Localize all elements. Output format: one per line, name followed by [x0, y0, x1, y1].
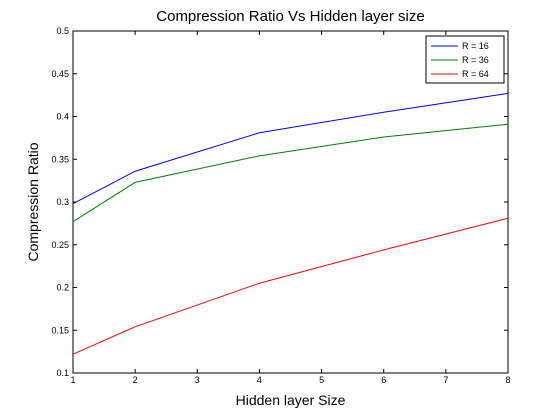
x-tick-label: 6 [381, 375, 386, 385]
x-tick-label: 7 [443, 375, 448, 385]
y-tick-label: 0.1 [56, 368, 69, 378]
y-tick-label: 0.5 [56, 26, 69, 36]
legend-label: R = 64 [462, 69, 489, 79]
x-tick-label: 1 [70, 375, 75, 385]
x-tick-label: 4 [257, 375, 262, 385]
series-line-2 [72, 123, 509, 223]
axis-ticks: 1 2 3 4 5 6 7 8 0.1 0.15 0.2 0.25 0.3 0.35 0.4 0.45 0.5 [51, 26, 510, 385]
y-tick-label: 0.35 [51, 154, 69, 164]
y-tick-label: 0.4 [56, 112, 69, 122]
y-tick-label: 0.2 [56, 283, 69, 293]
y-tick-label: 0.15 [51, 325, 69, 335]
y-tick-label: 0.3 [56, 197, 69, 207]
plot-area [72, 30, 509, 374]
chart-title: Compression Ratio Vs Hidden layer size [156, 8, 424, 25]
series-line-1 [72, 92, 509, 205]
legend-label: R = 36 [462, 55, 489, 65]
x-tick-label: 8 [505, 375, 510, 385]
x-tick-label: 5 [319, 375, 324, 385]
x-axis-label: Hidden layer Size [236, 392, 346, 408]
legend-label: R = 16 [462, 41, 489, 51]
series-line-3 [72, 217, 509, 355]
y-tick-label: 0.45 [51, 69, 69, 79]
x-tick-label: 2 [133, 375, 138, 385]
series-layer [72, 92, 509, 355]
x-tick-label: 3 [195, 375, 200, 385]
y-tick-label: 0.25 [51, 240, 69, 250]
y-axis-label: Compression Ratio [25, 142, 41, 261]
legend: R = 16 R = 36 R = 64 [425, 35, 505, 84]
